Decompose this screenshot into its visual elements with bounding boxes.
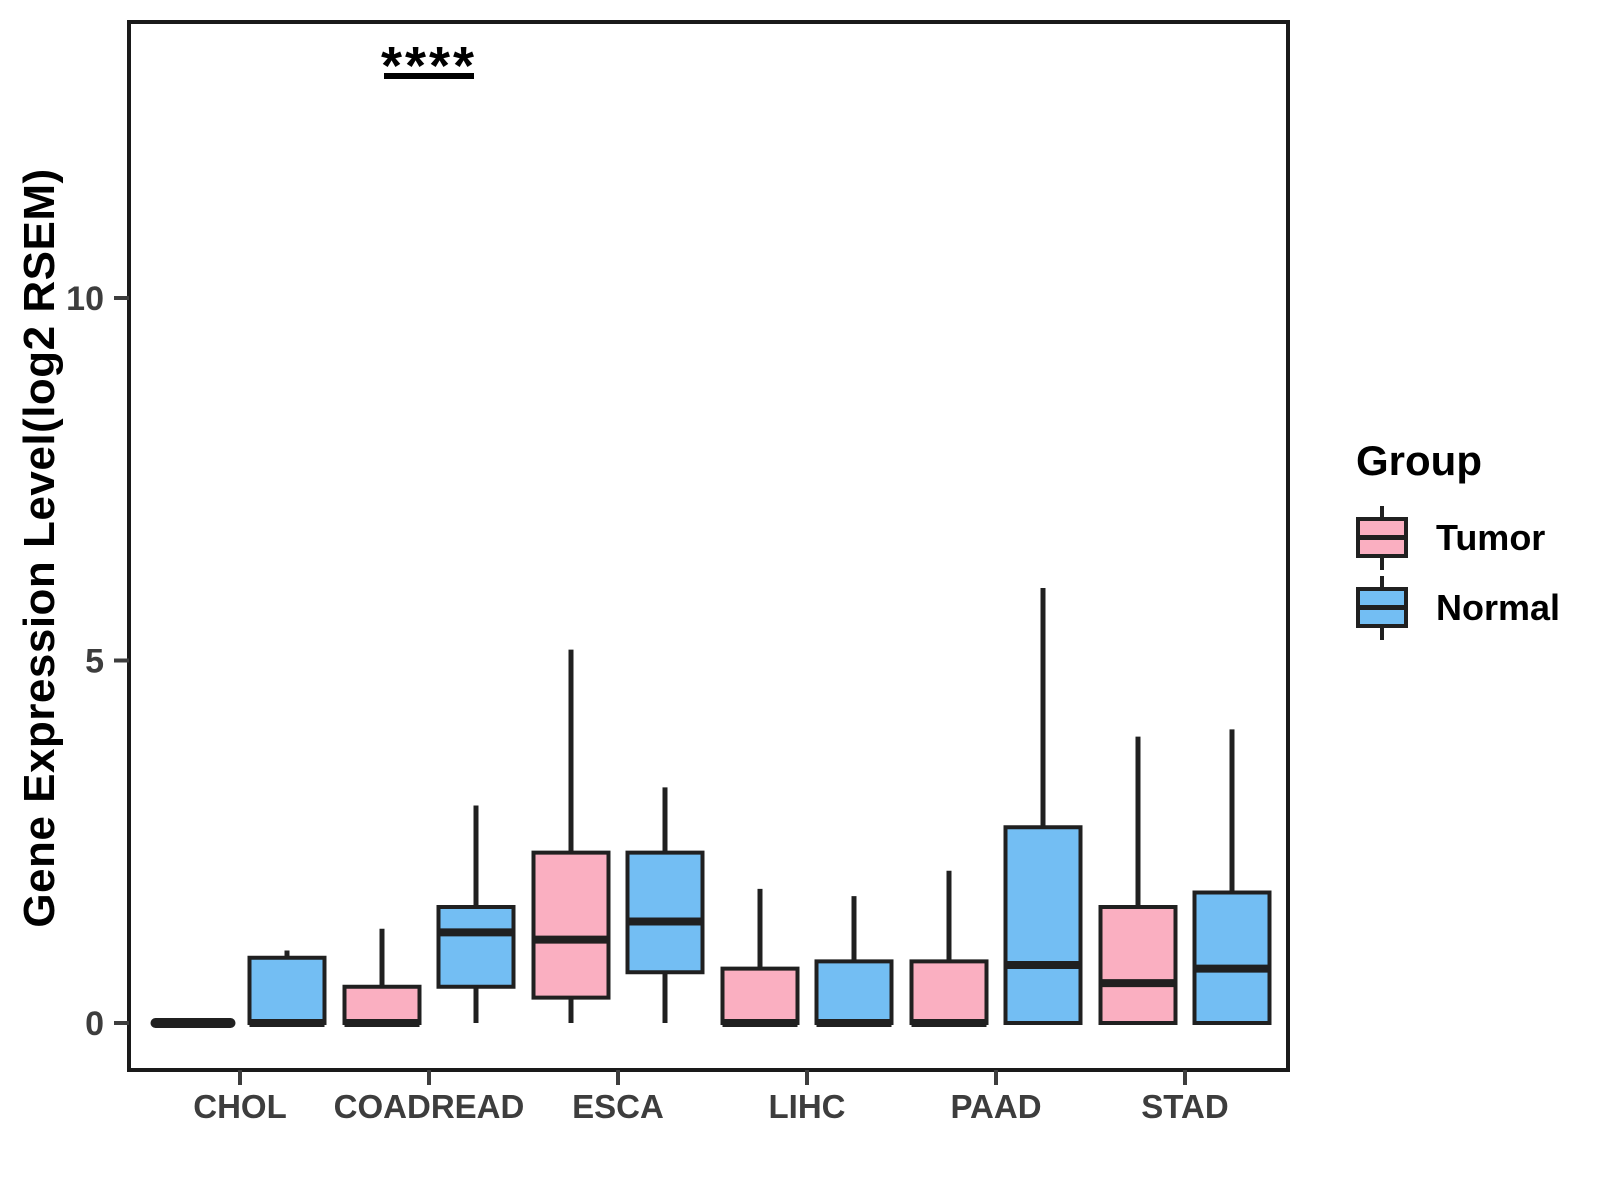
y-tick-label: 0: [85, 1005, 104, 1043]
paad-normal-box: [1003, 825, 1083, 1025]
x-tick-label: ESCA: [572, 1088, 664, 1125]
legend-label-tumor: Tumor: [1436, 517, 1546, 558]
stad-normal-box: [1192, 890, 1272, 1025]
legend-label-normal: Normal: [1436, 587, 1561, 628]
chol-normal-box: [247, 955, 327, 1025]
tumor-boxplot-key-icon: [1356, 506, 1408, 570]
legend-title: Group: [1356, 437, 1482, 484]
legend-item-normal: Normal: [1354, 573, 1560, 643]
normal-boxplot-key-icon: [1356, 576, 1408, 640]
significance-stars: ****: [381, 36, 477, 96]
esca-normal-box: [625, 850, 705, 975]
legend-item-tumor: Tumor: [1354, 503, 1560, 573]
x-tick-label: PAAD: [950, 1088, 1041, 1125]
coadread-tumor-box: [342, 984, 422, 1025]
legend: Group Tumor Normal: [1354, 437, 1560, 643]
y-tick-label: 10: [66, 280, 104, 318]
esca-tumor-box: [531, 850, 611, 1000]
panel-border: [127, 20, 1290, 1072]
paad-tumor-box: [909, 959, 989, 1025]
lihc-tumor-box: [720, 966, 800, 1025]
y-tick-label: 5: [85, 642, 104, 680]
x-tick-label: STAD: [1141, 1088, 1228, 1125]
lihc-normal-box: [814, 959, 894, 1025]
x-tick-label: LIHC: [769, 1088, 846, 1125]
stad-tumor-box: [1098, 905, 1178, 1025]
coadread-normal-box: [436, 905, 516, 989]
x-tick-label: COADREAD: [334, 1088, 525, 1125]
x-tick-label: CHOL: [193, 1088, 287, 1125]
y-axis-title: Gene Expression Level(log2 RSEM): [15, 168, 64, 928]
